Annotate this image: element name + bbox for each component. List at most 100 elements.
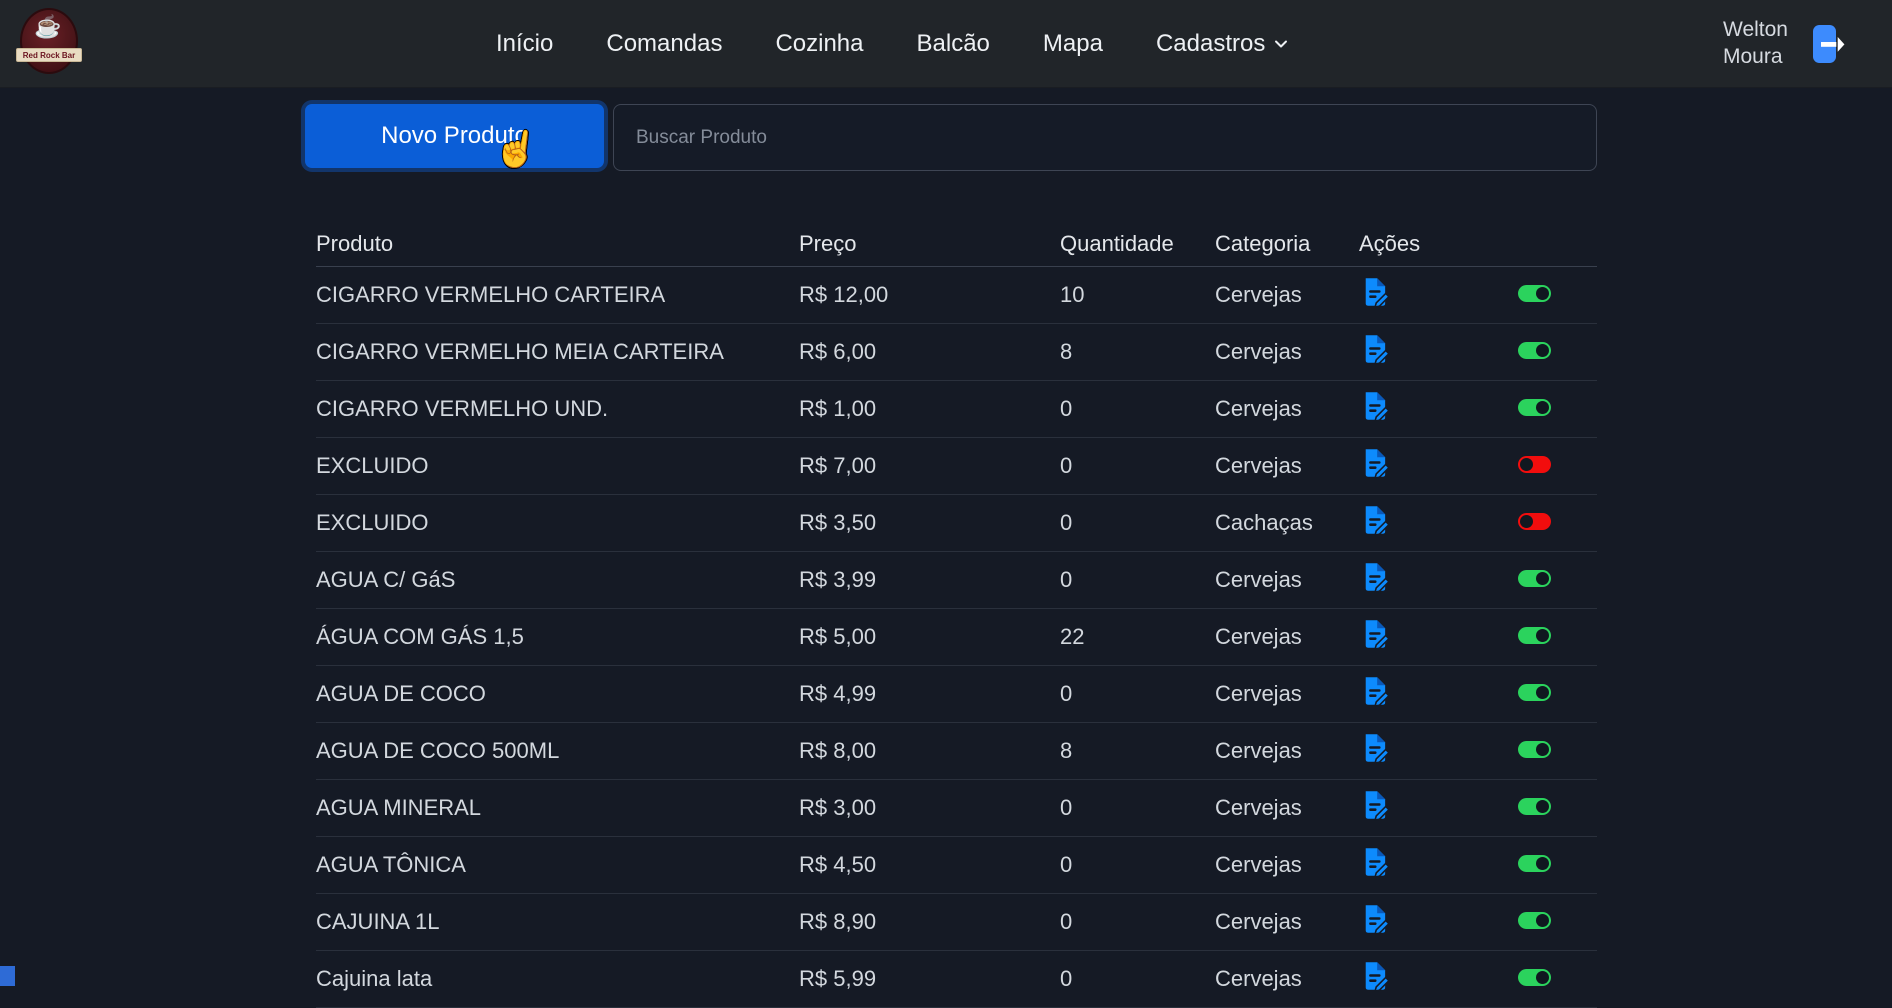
brand-name: Red Rock Bar — [22, 50, 76, 60]
product-status — [1508, 453, 1597, 479]
product-price: R$ 7,00 — [799, 453, 877, 478]
product-price: R$ 6,00 — [799, 339, 877, 364]
product-actions — [1359, 960, 1508, 998]
brand-logo[interactable]: ☕ Red Rock Bar — [16, 6, 82, 80]
active-toggle[interactable] — [1518, 684, 1551, 701]
edit-product-button[interactable] — [1361, 504, 1391, 536]
file-edit-icon — [1365, 962, 1391, 992]
product-quantity: 8 — [1060, 339, 1073, 364]
product-category: Cervejas — [1215, 339, 1302, 364]
product-category: Cervejas — [1215, 738, 1302, 763]
edit-product-button[interactable] — [1361, 846, 1391, 878]
active-toggle[interactable] — [1518, 969, 1551, 986]
table-row: AGUA C/ GáS R$ 3,99 0 Cervejas — [316, 552, 1597, 609]
product-quantity: 0 — [1060, 453, 1073, 478]
product-category: Cervejas — [1215, 567, 1302, 592]
nav-item-mapa[interactable]: Mapa — [1042, 29, 1103, 57]
product-name: CIGARRO VERMELHO UND. — [316, 396, 609, 421]
product-name: ÁGUA COM GÁS 1,5 — [316, 624, 524, 649]
file-edit-icon — [1365, 563, 1391, 593]
active-toggle[interactable] — [1518, 798, 1551, 815]
product-quantity: 0 — [1060, 852, 1073, 877]
product-name: EXCLUIDO — [316, 510, 429, 535]
edit-product-button[interactable] — [1361, 561, 1391, 593]
product-price: R$ 12,00 — [799, 282, 889, 307]
product-status — [1508, 852, 1597, 878]
edit-product-button[interactable] — [1361, 447, 1391, 479]
active-toggle[interactable] — [1518, 456, 1551, 473]
product-actions — [1359, 504, 1508, 542]
active-toggle[interactable] — [1518, 342, 1551, 359]
product-quantity: 0 — [1060, 795, 1073, 820]
product-status — [1508, 567, 1597, 593]
nav-item-cozinha[interactable]: Cozinha — [775, 29, 864, 57]
table-row: Cajuina lata R$ 5,99 0 Cervejas — [316, 951, 1597, 1008]
product-quantity: 0 — [1060, 510, 1073, 535]
product-price: R$ 5,99 — [799, 966, 877, 991]
edit-product-button[interactable] — [1361, 276, 1391, 308]
coffee-cup-icon: ☕ — [34, 14, 62, 39]
logout-icon[interactable] — [1811, 22, 1847, 66]
user-area: Welton Moura — [1723, 0, 1847, 87]
file-edit-icon — [1365, 791, 1391, 821]
nav-item-cadastros[interactable]: Cadastros — [1156, 30, 1288, 58]
edit-product-button[interactable] — [1361, 960, 1391, 992]
product-name: CAJUINA 1L — [316, 909, 440, 934]
nav-item-inicio[interactable]: Início — [496, 29, 554, 57]
header-preco: Preço — [799, 230, 857, 256]
product-actions — [1359, 333, 1508, 371]
product-actions — [1359, 561, 1508, 599]
nav-item-comandas[interactable]: Comandas — [606, 29, 723, 57]
product-status — [1508, 681, 1597, 707]
edit-product-button[interactable] — [1361, 789, 1391, 821]
product-name: AGUA C/ GáS — [316, 567, 456, 592]
product-price: R$ 3,50 — [799, 510, 877, 535]
product-actions — [1359, 846, 1508, 884]
product-name: CIGARRO VERMELHO CARTEIRA — [316, 282, 666, 307]
edit-product-button[interactable] — [1361, 903, 1391, 935]
product-status — [1508, 738, 1597, 764]
new-product-button[interactable]: Novo Produto — [305, 104, 604, 168]
file-edit-icon — [1365, 905, 1391, 935]
edit-product-button[interactable] — [1361, 675, 1391, 707]
table-row: CIGARRO VERMELHO MEIA CARTEIRA R$ 6,00 8… — [316, 324, 1597, 381]
header-produto: Produto — [316, 230, 394, 256]
product-price: R$ 3,00 — [799, 795, 877, 820]
active-toggle[interactable] — [1518, 570, 1551, 587]
active-toggle[interactable] — [1518, 513, 1551, 530]
product-quantity: 22 — [1060, 624, 1085, 649]
edit-product-button[interactable] — [1361, 390, 1391, 422]
toolbar: Novo Produto — [305, 104, 1597, 171]
active-toggle[interactable] — [1518, 912, 1551, 929]
active-toggle[interactable] — [1518, 741, 1551, 758]
product-price: R$ 5,00 — [799, 624, 877, 649]
file-edit-icon — [1365, 848, 1391, 878]
edit-product-button[interactable] — [1361, 618, 1391, 650]
product-name: EXCLUIDO — [316, 453, 429, 478]
nav-item-balcao[interactable]: Balcão — [916, 29, 990, 57]
product-name: AGUA DE COCO 500ML — [316, 738, 560, 763]
product-quantity: 0 — [1060, 396, 1073, 421]
active-toggle[interactable] — [1518, 627, 1551, 644]
corner-blue-artifact — [0, 966, 15, 986]
active-toggle[interactable] — [1518, 285, 1551, 302]
main-nav: Início Comandas Cozinha Balcão Mapa Cada… — [496, 0, 1288, 87]
product-category: Cervejas — [1215, 453, 1302, 478]
active-toggle[interactable] — [1518, 855, 1551, 872]
product-category: Cervejas — [1215, 396, 1302, 421]
active-toggle[interactable] — [1518, 399, 1551, 416]
product-name: Cajuina lata — [316, 966, 433, 991]
product-price: R$ 4,99 — [799, 681, 877, 706]
product-price: R$ 8,90 — [799, 909, 877, 934]
page-content: Novo Produto Produto Preço Quantidade Ca… — [305, 88, 1597, 1008]
product-price: R$ 8,00 — [799, 738, 877, 763]
product-table-body: CIGARRO VERMELHO CARTEIRA R$ 12,00 10 Ce… — [316, 267, 1597, 1008]
edit-product-button[interactable] — [1361, 732, 1391, 764]
file-edit-icon — [1365, 620, 1391, 650]
product-table: Produto Preço Quantidade Categoria Ações… — [305, 221, 1597, 1008]
edit-product-button[interactable] — [1361, 333, 1391, 365]
search-product-input[interactable] — [613, 104, 1597, 171]
product-category: Cachaças — [1215, 510, 1313, 535]
product-quantity: 10 — [1060, 282, 1085, 307]
table-header-row: Produto Preço Quantidade Categoria Ações — [316, 221, 1597, 267]
